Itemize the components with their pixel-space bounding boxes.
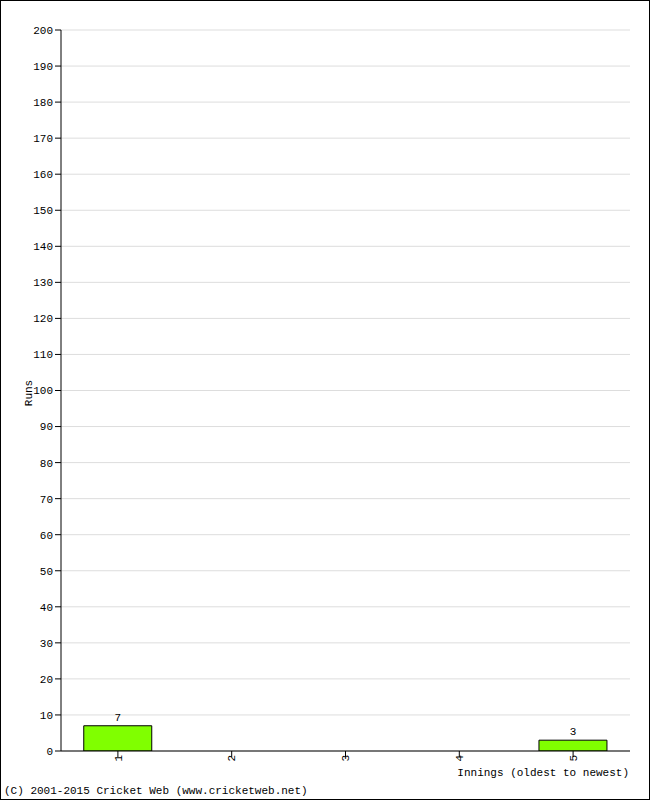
svg-text:40: 40 bbox=[40, 602, 53, 614]
svg-text:170: 170 bbox=[33, 133, 53, 145]
svg-text:3: 3 bbox=[340, 755, 352, 762]
svg-text:200: 200 bbox=[33, 25, 53, 37]
svg-text:180: 180 bbox=[33, 97, 53, 109]
svg-text:30: 30 bbox=[40, 638, 53, 650]
svg-text:140: 140 bbox=[33, 241, 53, 253]
svg-text:190: 190 bbox=[33, 61, 53, 73]
svg-text:100: 100 bbox=[33, 385, 53, 397]
svg-text:120: 120 bbox=[33, 313, 53, 325]
svg-text:150: 150 bbox=[33, 205, 53, 217]
svg-text:130: 130 bbox=[33, 277, 53, 289]
svg-text:110: 110 bbox=[33, 349, 53, 361]
svg-text:3: 3 bbox=[570, 726, 577, 738]
svg-text:2: 2 bbox=[227, 755, 239, 762]
svg-text:1: 1 bbox=[113, 755, 125, 762]
svg-text:4: 4 bbox=[454, 755, 466, 762]
svg-text:5: 5 bbox=[568, 755, 580, 762]
svg-text:50: 50 bbox=[40, 566, 53, 578]
svg-text:10: 10 bbox=[40, 710, 53, 722]
svg-text:70: 70 bbox=[40, 494, 53, 506]
svg-text:90: 90 bbox=[40, 421, 53, 433]
html-text:Runs: Runs bbox=[23, 379, 35, 407]
svg-text:160: 160 bbox=[33, 169, 53, 181]
html-text:(C) 2001-2015 Cricket Web (www: (C) 2001-2015 Cricket Web (www.cricketwe… bbox=[4, 785, 308, 797]
svg-text:80: 80 bbox=[40, 458, 53, 470]
svg-text:20: 20 bbox=[40, 674, 53, 686]
svg-text:7: 7 bbox=[114, 712, 121, 724]
html-text:Innings (oldest to newest): Innings (oldest to newest) bbox=[457, 767, 629, 779]
svg-text:0: 0 bbox=[46, 746, 53, 758]
svg-text:60: 60 bbox=[40, 530, 53, 542]
